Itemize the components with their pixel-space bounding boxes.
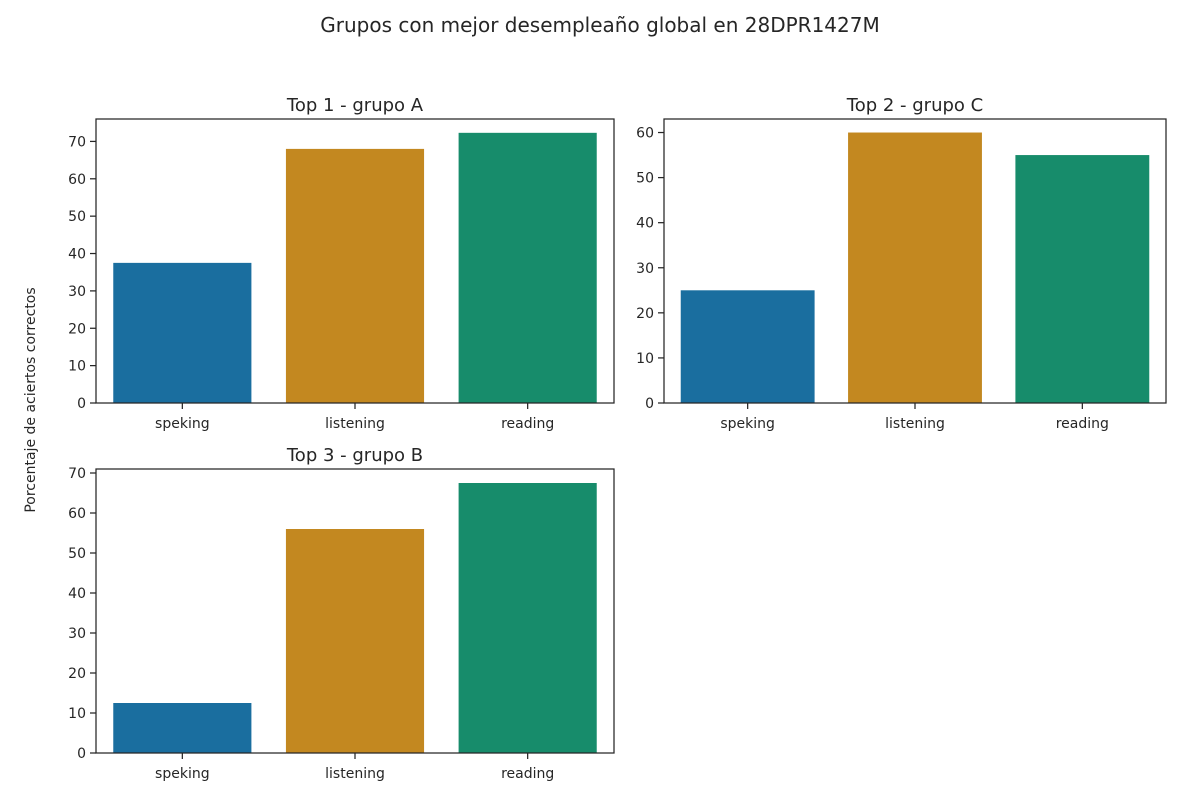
x-tick-label: reading [501, 766, 554, 782]
y-tick-label: 70 [68, 466, 86, 482]
y-tick-label: 20 [636, 306, 654, 322]
y-tick-label: 60 [636, 126, 654, 142]
y-tick-label: 50 [68, 209, 86, 225]
subplot-title: Top 1 - grupo A [286, 95, 424, 116]
subplot-2: Top 2 - grupo C 0 10 20 30 40 50 60 speking liste… [636, 95, 1167, 432]
bar-speking [680, 290, 815, 403]
y-tick-label: 70 [68, 134, 86, 150]
subplot-title: Top 2 - grupo C [846, 95, 983, 116]
y-tick-label: 20 [68, 666, 86, 682]
bar-speking [113, 703, 252, 753]
y-tick-label: 0 [77, 746, 86, 762]
bar-listening [848, 132, 982, 403]
x-tick-label: reading [1056, 416, 1109, 432]
x-tick-label: speking [720, 416, 775, 432]
bar-speking [113, 262, 252, 403]
subplot-title: Top 3 - grupo B [286, 445, 423, 466]
y-tick-label: 60 [68, 506, 86, 522]
y-tick-label: 10 [68, 706, 86, 722]
y-tick-label: 40 [68, 247, 86, 263]
y-tick-label: 50 [636, 171, 654, 187]
x-tick-label: reading [501, 416, 554, 432]
y-tick-label: 10 [68, 359, 86, 375]
axes-frame [663, 118, 1167, 404]
subplot-1: Top 1 - grupo A 0 10 20 30 40 50 60 70 speking lis… [68, 95, 615, 432]
bar-reading [1015, 155, 1150, 403]
y-tick-label: 60 [68, 172, 86, 188]
y-tick-label: 30 [636, 261, 654, 277]
y-tick-label: 40 [68, 586, 86, 602]
y-tick-label: 30 [68, 626, 86, 642]
axes-frame [95, 468, 615, 754]
bar-reading [458, 483, 597, 753]
bar-listening [285, 529, 425, 753]
axes-frame [95, 118, 615, 404]
x-tick-label: listening [325, 416, 385, 432]
y-axis-label: Porcentaje de aciertos correctos [23, 287, 39, 512]
y-tick-label: 0 [77, 396, 86, 412]
bar-reading [458, 132, 597, 404]
x-tick-label: speking [155, 766, 210, 782]
x-tick-label: speking [155, 416, 210, 432]
y-tick-label: 10 [636, 351, 654, 367]
subplot-3: Top 3 - grupo B 0 10 20 30 40 50 60 70 speking lis… [68, 445, 615, 782]
y-tick-label: 0 [645, 396, 654, 412]
y-tick-label: 20 [68, 321, 86, 337]
y-tick-label: 40 [636, 216, 654, 232]
x-tick-label: listening [885, 416, 945, 432]
bar-listening [285, 148, 425, 403]
y-tick-label: 30 [68, 284, 86, 300]
figure-title: Grupos con mejor desempleaño global en 2… [320, 13, 879, 37]
y-tick-label: 50 [68, 546, 86, 562]
x-tick-label: listening [325, 766, 385, 782]
